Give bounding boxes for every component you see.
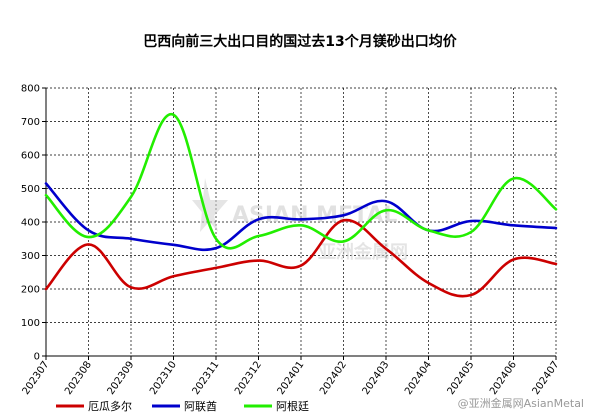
x-tick-label: 202311 bbox=[191, 359, 222, 397]
data-point bbox=[555, 227, 557, 229]
data-point bbox=[300, 218, 302, 220]
y-tick-label: 800 bbox=[21, 84, 40, 95]
x-tick-label: 202405 bbox=[446, 359, 477, 397]
y-tick-label: 500 bbox=[21, 184, 40, 195]
x-tick-label: 202310 bbox=[148, 359, 179, 397]
data-point bbox=[130, 196, 132, 198]
data-point bbox=[470, 220, 472, 222]
axes bbox=[42, 87, 557, 360]
data-point bbox=[172, 114, 174, 116]
data-point bbox=[215, 267, 217, 269]
y-tick-label: 700 bbox=[21, 117, 40, 128]
y-tick-label: 100 bbox=[21, 318, 40, 329]
tick-labels: 0 100 200 300 400 500 600 700 800 202307 202308 202… bbox=[21, 84, 562, 398]
data-point bbox=[130, 238, 132, 240]
grid bbox=[46, 87, 557, 356]
legend: 厄瓜多尔 阿联酋 阿根廷 bbox=[56, 399, 309, 413]
data-point bbox=[342, 214, 344, 216]
watermark-credit: @亚洲金属网AsianMetal bbox=[458, 396, 584, 410]
data-point bbox=[385, 248, 387, 250]
data-point bbox=[257, 218, 259, 220]
x-tick-label: 202404 bbox=[403, 359, 434, 397]
y-tick-label: 400 bbox=[21, 218, 40, 229]
x-tick-label: 202401 bbox=[276, 359, 307, 397]
watermark: ASIAN METAL 亚洲金属网 bbox=[192, 178, 408, 263]
y-tick-label: 0 bbox=[34, 352, 40, 363]
data-point bbox=[342, 219, 344, 221]
watermark-logo bbox=[192, 178, 228, 232]
data-point bbox=[512, 224, 514, 226]
data-point bbox=[45, 182, 47, 184]
data-point bbox=[87, 229, 89, 231]
x-tick-label: 202307 bbox=[21, 359, 52, 397]
data-point bbox=[427, 282, 429, 284]
data-point bbox=[130, 286, 132, 288]
data-point bbox=[87, 243, 89, 245]
data-point bbox=[555, 208, 557, 210]
y-tick-label: 600 bbox=[21, 151, 40, 162]
data-point bbox=[300, 264, 302, 266]
x-tick-label: 202403 bbox=[361, 359, 392, 397]
y-tick-label: 200 bbox=[21, 285, 40, 296]
chart-title: 巴西向前三大出口目的国过去13个月镁砂出口均价 bbox=[143, 33, 457, 50]
legend-label: 阿联酋 bbox=[184, 399, 217, 413]
data-point bbox=[470, 231, 472, 233]
data-point bbox=[300, 224, 302, 226]
data-point bbox=[172, 275, 174, 277]
series-line-2 bbox=[44, 182, 558, 252]
x-tick-label: 202309 bbox=[106, 359, 137, 397]
data-point bbox=[215, 247, 217, 249]
x-tick-label: 202402 bbox=[318, 359, 349, 397]
data-point bbox=[215, 238, 217, 240]
data-point bbox=[257, 235, 259, 237]
data-point bbox=[257, 259, 259, 261]
x-tick-label: 202312 bbox=[233, 359, 264, 397]
data-point bbox=[385, 209, 387, 211]
series-line-3 bbox=[44, 113, 558, 250]
x-tick-label: 202308 bbox=[63, 359, 94, 397]
data-point bbox=[470, 294, 472, 296]
data-point bbox=[342, 240, 344, 242]
series-line-1 bbox=[44, 218, 558, 298]
data-point bbox=[172, 244, 174, 246]
legend-label: 阿根廷 bbox=[276, 399, 309, 413]
y-tick-label: 300 bbox=[21, 251, 40, 262]
data-point bbox=[45, 288, 47, 290]
data-point bbox=[427, 229, 429, 231]
watermark-text-cn: 亚洲金属网 bbox=[318, 241, 408, 263]
x-tick-label: 202406 bbox=[488, 359, 519, 397]
series-layer bbox=[44, 113, 558, 298]
data-point bbox=[512, 177, 514, 179]
watermark-text-en: ASIAN METAL bbox=[232, 203, 397, 228]
x-tick-label: 202407 bbox=[531, 359, 562, 397]
data-point bbox=[555, 263, 557, 265]
data-point bbox=[87, 236, 89, 238]
data-point bbox=[45, 194, 47, 196]
data-point bbox=[512, 258, 514, 260]
legend-label: 厄瓜多尔 bbox=[88, 399, 132, 413]
data-point bbox=[385, 200, 387, 202]
